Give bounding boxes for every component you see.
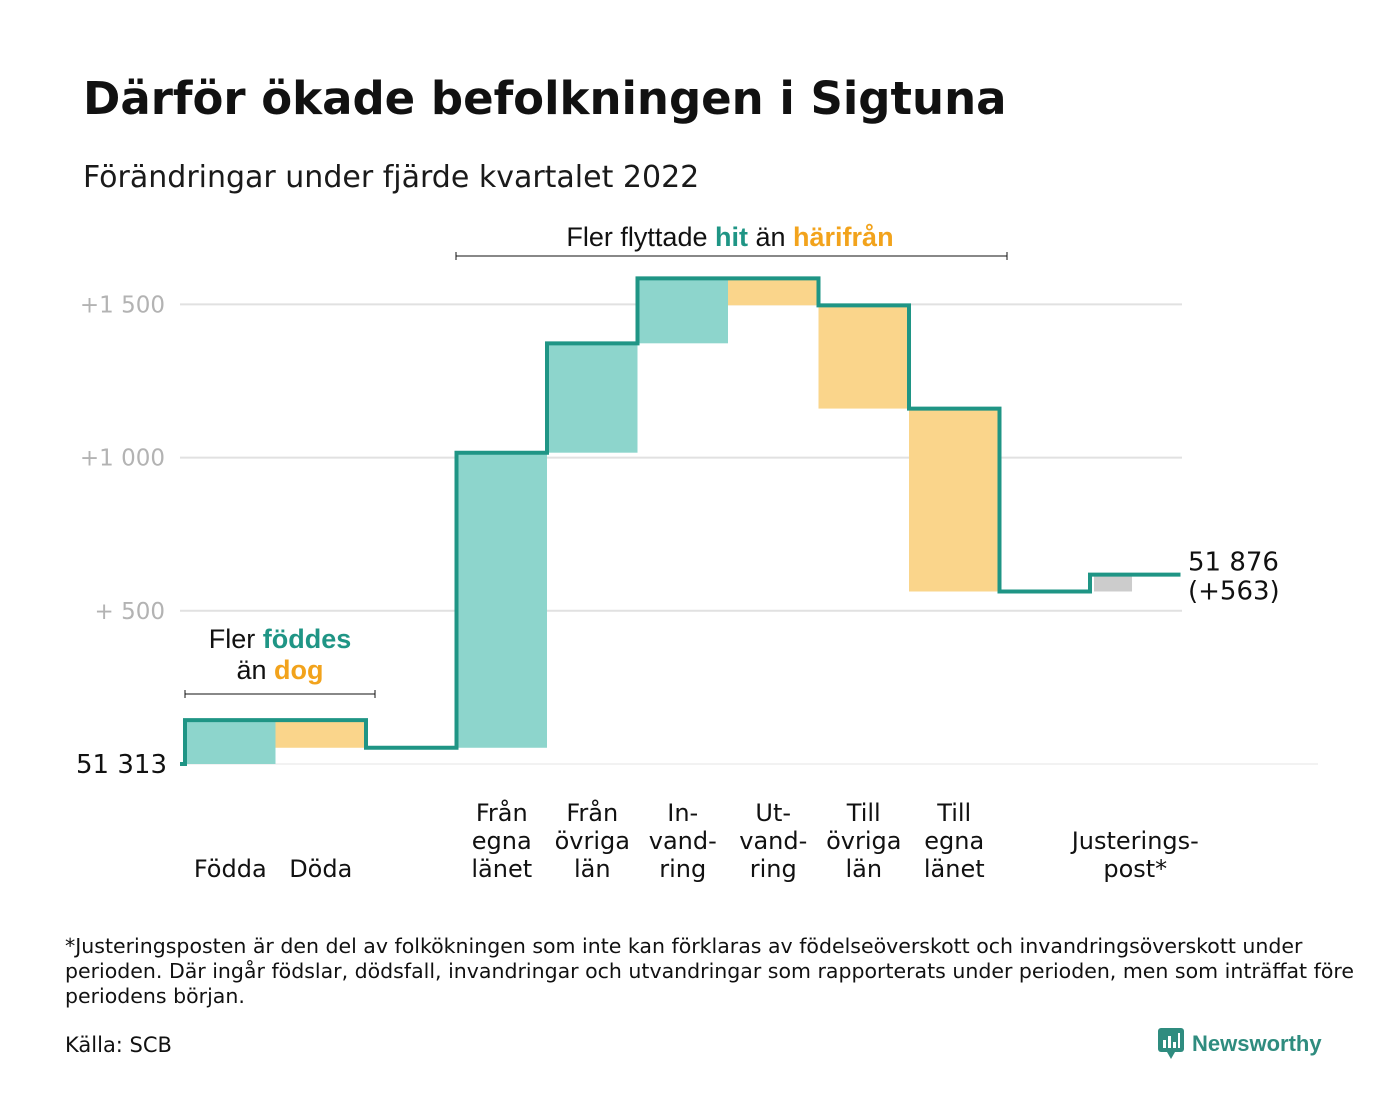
y-tick-label: +1 000 bbox=[80, 446, 165, 472]
waterfall-bar-10 bbox=[1094, 574, 1133, 592]
newsworthy-logo-icon bbox=[1158, 1028, 1184, 1059]
end-change-label: (+563) bbox=[1188, 577, 1280, 607]
births-annotation-line1: Fler föddes bbox=[209, 624, 352, 654]
waterfall-bar-6 bbox=[728, 278, 819, 306]
category-label-3: Från egna länet bbox=[471, 798, 532, 883]
line-layer bbox=[180, 276, 1181, 766]
end-value-label: 51 876 bbox=[1188, 548, 1279, 578]
grid-layer: + 500 +1 000 +1 500 bbox=[80, 292, 1318, 765]
births-annotation-line2: än dog bbox=[236, 655, 323, 685]
y-tick-label: +1 500 bbox=[80, 292, 165, 318]
waterfall-bar-4 bbox=[547, 343, 638, 453]
category-label-8: Till egna länet bbox=[924, 799, 985, 883]
waterfall-bar-1 bbox=[275, 720, 366, 748]
start-value-label: 51 313 bbox=[76, 750, 167, 780]
category-label-6: Ut-vand-ring bbox=[739, 799, 807, 883]
category-label-5: In-vand-ring bbox=[649, 799, 717, 883]
waterfall-step-line bbox=[180, 276, 1181, 766]
annotation-layer: Fler föddes än dog Fler flyttade hit än … bbox=[184, 222, 1008, 698]
footnote: *Justeringsposten är den del av folkökni… bbox=[65, 934, 1354, 1008]
category-label-7: Till övriga län bbox=[826, 799, 901, 883]
brand-logo: Newsworthy bbox=[1158, 1028, 1322, 1060]
label-layer: 51 313 Födda Döda Från egna länet Från övriga lä… bbox=[76, 548, 1280, 883]
source-note: Källa: SCB bbox=[65, 1033, 172, 1057]
waterfall-bar-0 bbox=[185, 720, 276, 764]
category-label-0: Födda bbox=[194, 855, 267, 883]
waterfall-bar-8 bbox=[909, 408, 1000, 592]
category-label-4: Från övriga län bbox=[555, 798, 630, 883]
waterfall-bar-3 bbox=[456, 452, 547, 748]
bar-layer bbox=[185, 278, 1133, 764]
chart-title: Därför ökade befolkningen i Sigtuna bbox=[83, 72, 1007, 125]
waterfall-bar-5 bbox=[637, 278, 728, 344]
waterfall-chart: + 500 +1 000 +1 500 51 313 Födda Döda Från egn… bbox=[76, 222, 1318, 883]
brand-name: Newsworthy bbox=[1192, 1031, 1322, 1056]
y-tick-label: + 500 bbox=[95, 599, 165, 625]
waterfall-bar-7 bbox=[818, 305, 909, 409]
chart-subtitle: Förändringar under fjärde kvartalet 2022 bbox=[83, 160, 700, 195]
category-label-1: Döda bbox=[289, 855, 352, 883]
migration-annotation: Fler flyttade hit än härifrån bbox=[566, 222, 893, 252]
category-label-10: Justerings-post* bbox=[1070, 827, 1199, 883]
